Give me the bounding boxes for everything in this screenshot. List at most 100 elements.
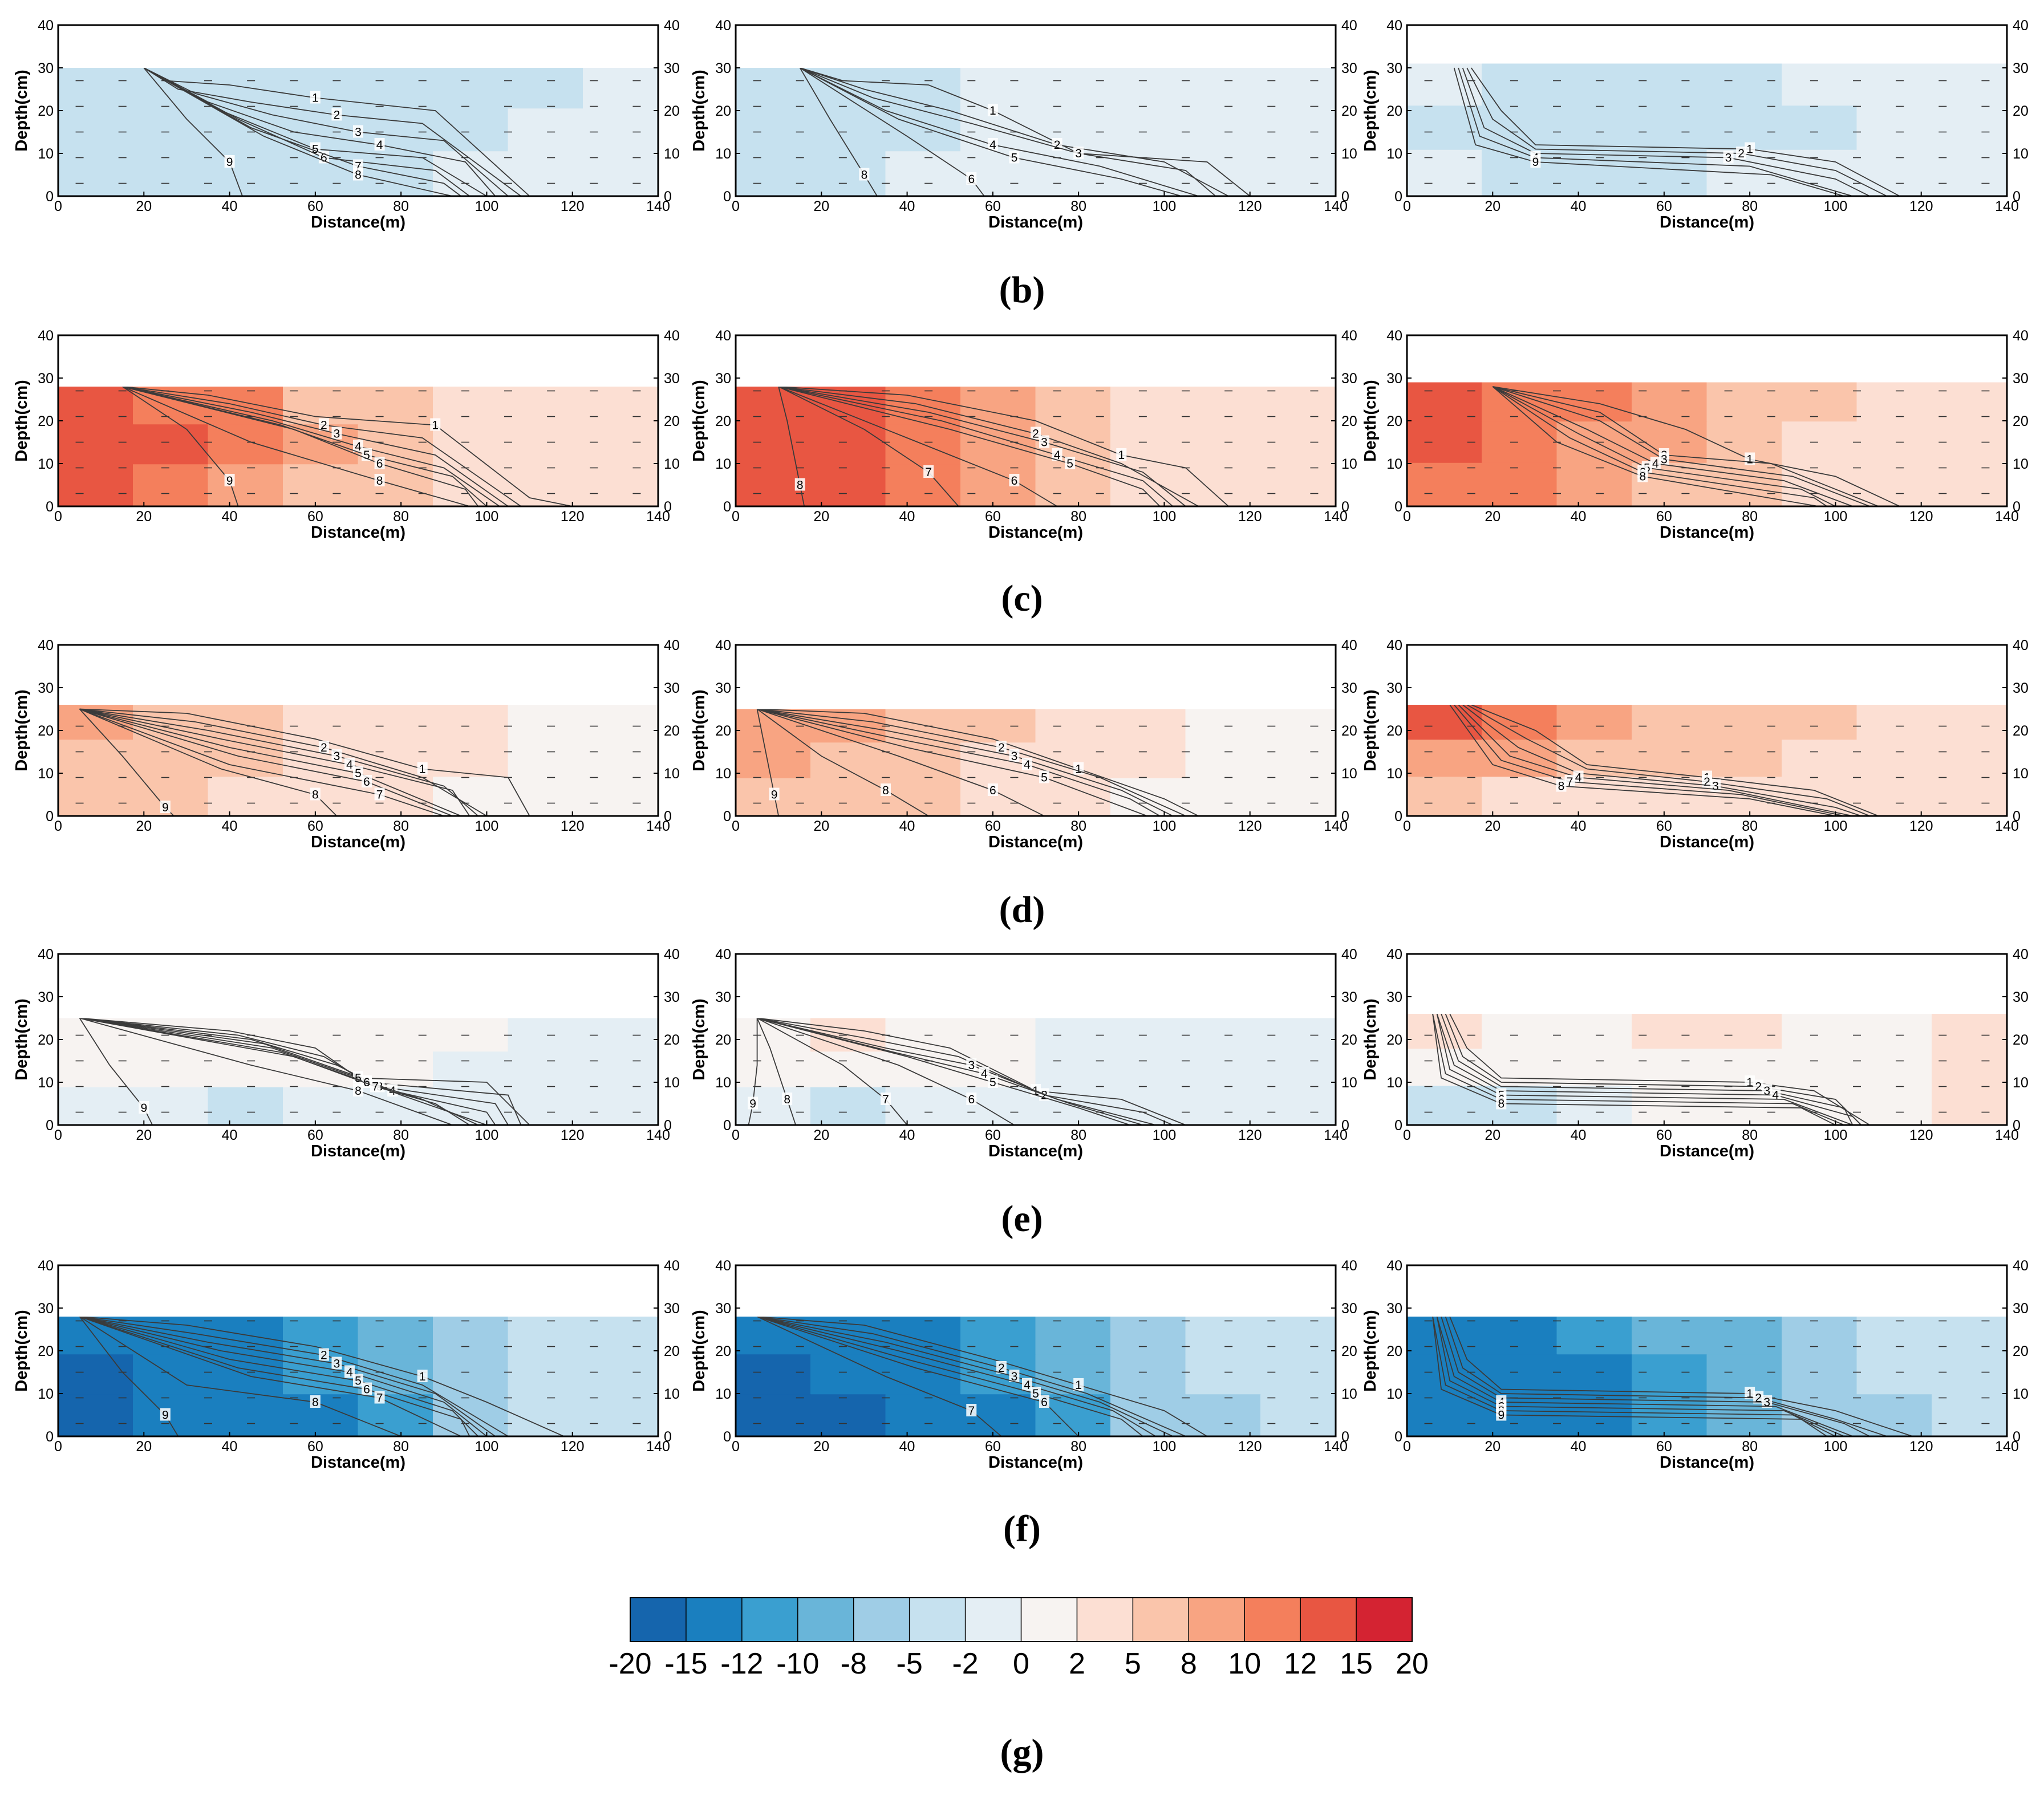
field-cell xyxy=(1932,1086,2007,1125)
field-cell xyxy=(1110,108,1186,155)
contour-label: 6 xyxy=(363,775,370,789)
y-tick-label: 0 xyxy=(46,809,54,825)
contour-label: 8 xyxy=(355,1085,362,1098)
y-axis-title: Depth(cm) xyxy=(1361,689,1380,771)
field-cell xyxy=(1782,382,1858,425)
right-y-tick-label: 30 xyxy=(2013,680,2029,696)
x-axis-title: Distance(m) xyxy=(311,523,405,542)
field-cell xyxy=(583,1051,658,1091)
y-tick-label: 10 xyxy=(38,1386,54,1402)
field-cell xyxy=(208,1354,283,1398)
field-cell xyxy=(1932,63,2007,109)
contour-label-bg xyxy=(374,787,385,801)
field-cell xyxy=(1706,1049,1782,1090)
x-tick-label: 120 xyxy=(1909,1127,1933,1143)
y-axis-title: Depth(cm) xyxy=(690,380,708,461)
field-cell xyxy=(1260,1317,1336,1358)
field-cell xyxy=(508,1051,583,1091)
contour-label-bg xyxy=(331,427,342,440)
field-cell xyxy=(1632,63,1708,109)
contour-label-bg xyxy=(1039,770,1050,783)
right-y-tick-label: 30 xyxy=(2013,371,2029,387)
field-cell xyxy=(1856,149,1932,196)
right-y-tick-label: 10 xyxy=(2013,1075,2029,1091)
contours: 123478 xyxy=(1449,705,1879,816)
right-y-tick-label: 30 xyxy=(2013,60,2029,76)
field-cell xyxy=(1260,464,1336,506)
field-cell xyxy=(208,777,283,816)
contour-label-bg xyxy=(1039,435,1050,448)
y-tick-label: 10 xyxy=(38,766,54,782)
contour-label-bg xyxy=(370,1079,381,1093)
y-tick-label: 30 xyxy=(1386,371,1402,387)
field-cell xyxy=(1407,382,1482,425)
x-tick-label: 60 xyxy=(307,818,323,834)
field-cell xyxy=(810,424,886,468)
right-y-tick-label: 30 xyxy=(1341,680,1357,696)
x-tick-label: 100 xyxy=(475,818,499,834)
contour-label: 9 xyxy=(771,789,778,802)
y-tick-label: 20 xyxy=(715,1032,731,1048)
x-tick-label: 20 xyxy=(1485,1439,1500,1455)
field-cell xyxy=(1260,68,1336,112)
contour-line xyxy=(800,68,985,196)
y-tick-label: 30 xyxy=(38,60,54,76)
contour-label: 3 xyxy=(1011,1370,1018,1383)
y-tick-label: 10 xyxy=(1386,146,1402,162)
contour-label-bg xyxy=(1637,469,1648,482)
colorbar-swatch xyxy=(965,1598,1021,1642)
colorbar-swatch xyxy=(909,1598,966,1642)
right-y-tick-label: 30 xyxy=(664,1301,680,1317)
field-cell xyxy=(583,1354,658,1398)
y-tick-label: 20 xyxy=(715,413,731,429)
field-fill xyxy=(58,1317,658,1436)
field-cell xyxy=(133,151,209,196)
contour-label: 8 xyxy=(861,169,868,182)
contour-label-bg xyxy=(139,1101,149,1114)
x-tick-label: 120 xyxy=(1238,198,1262,214)
field-cell xyxy=(885,1018,961,1055)
right-y-tick-label: 40 xyxy=(1341,947,1357,963)
contour-label-bg xyxy=(353,1084,363,1097)
contour-label-bg xyxy=(1556,779,1567,792)
colorbar-swatch xyxy=(686,1598,743,1642)
right-y-tick-label: 0 xyxy=(1341,1429,1349,1445)
field-cell xyxy=(583,1018,658,1055)
y-tick-label: 20 xyxy=(715,1343,731,1359)
field-cell xyxy=(885,1394,961,1436)
x-tick-label: 0 xyxy=(1403,818,1411,834)
contour-label-bg xyxy=(966,1058,977,1071)
contour-line xyxy=(1466,67,1888,196)
contour-line xyxy=(757,1018,1173,1125)
right-y-tick-label: 10 xyxy=(2013,146,2029,162)
field-cell xyxy=(283,424,359,468)
colorbar-tick-label: 12 xyxy=(1284,1647,1317,1680)
contour-label-bg xyxy=(1762,1084,1773,1097)
colorbar-swatch xyxy=(1300,1598,1357,1642)
contour-label: 5 xyxy=(1041,771,1048,785)
contour-line xyxy=(778,387,805,506)
vector-arrows xyxy=(753,1320,1319,1424)
right-y-tick-label: 20 xyxy=(1341,1343,1357,1359)
y-axis-title: Depth(cm) xyxy=(13,689,31,771)
right-y-tick-label: 0 xyxy=(664,1118,672,1134)
field-cell xyxy=(1110,1394,1186,1436)
y-axis-title: Depth(cm) xyxy=(1361,380,1380,461)
field-cell xyxy=(1260,1354,1336,1398)
field-cell xyxy=(960,387,1036,428)
field-cell xyxy=(736,1394,811,1436)
colorbar-tick-label: 8 xyxy=(1181,1647,1197,1680)
x-tick-label: 0 xyxy=(732,198,740,214)
y-tick-label: 30 xyxy=(715,680,731,696)
field-cell xyxy=(736,1354,811,1398)
contour-line xyxy=(757,1317,1208,1436)
field-cell xyxy=(1856,105,1932,153)
right-y-tick-label: 40 xyxy=(664,947,680,963)
contour-label-bg xyxy=(1065,457,1076,469)
contour-label: 4 xyxy=(346,1366,353,1379)
contour-line xyxy=(757,709,1147,816)
contour-label: 5 xyxy=(312,143,319,156)
field-cell xyxy=(1185,464,1261,506)
